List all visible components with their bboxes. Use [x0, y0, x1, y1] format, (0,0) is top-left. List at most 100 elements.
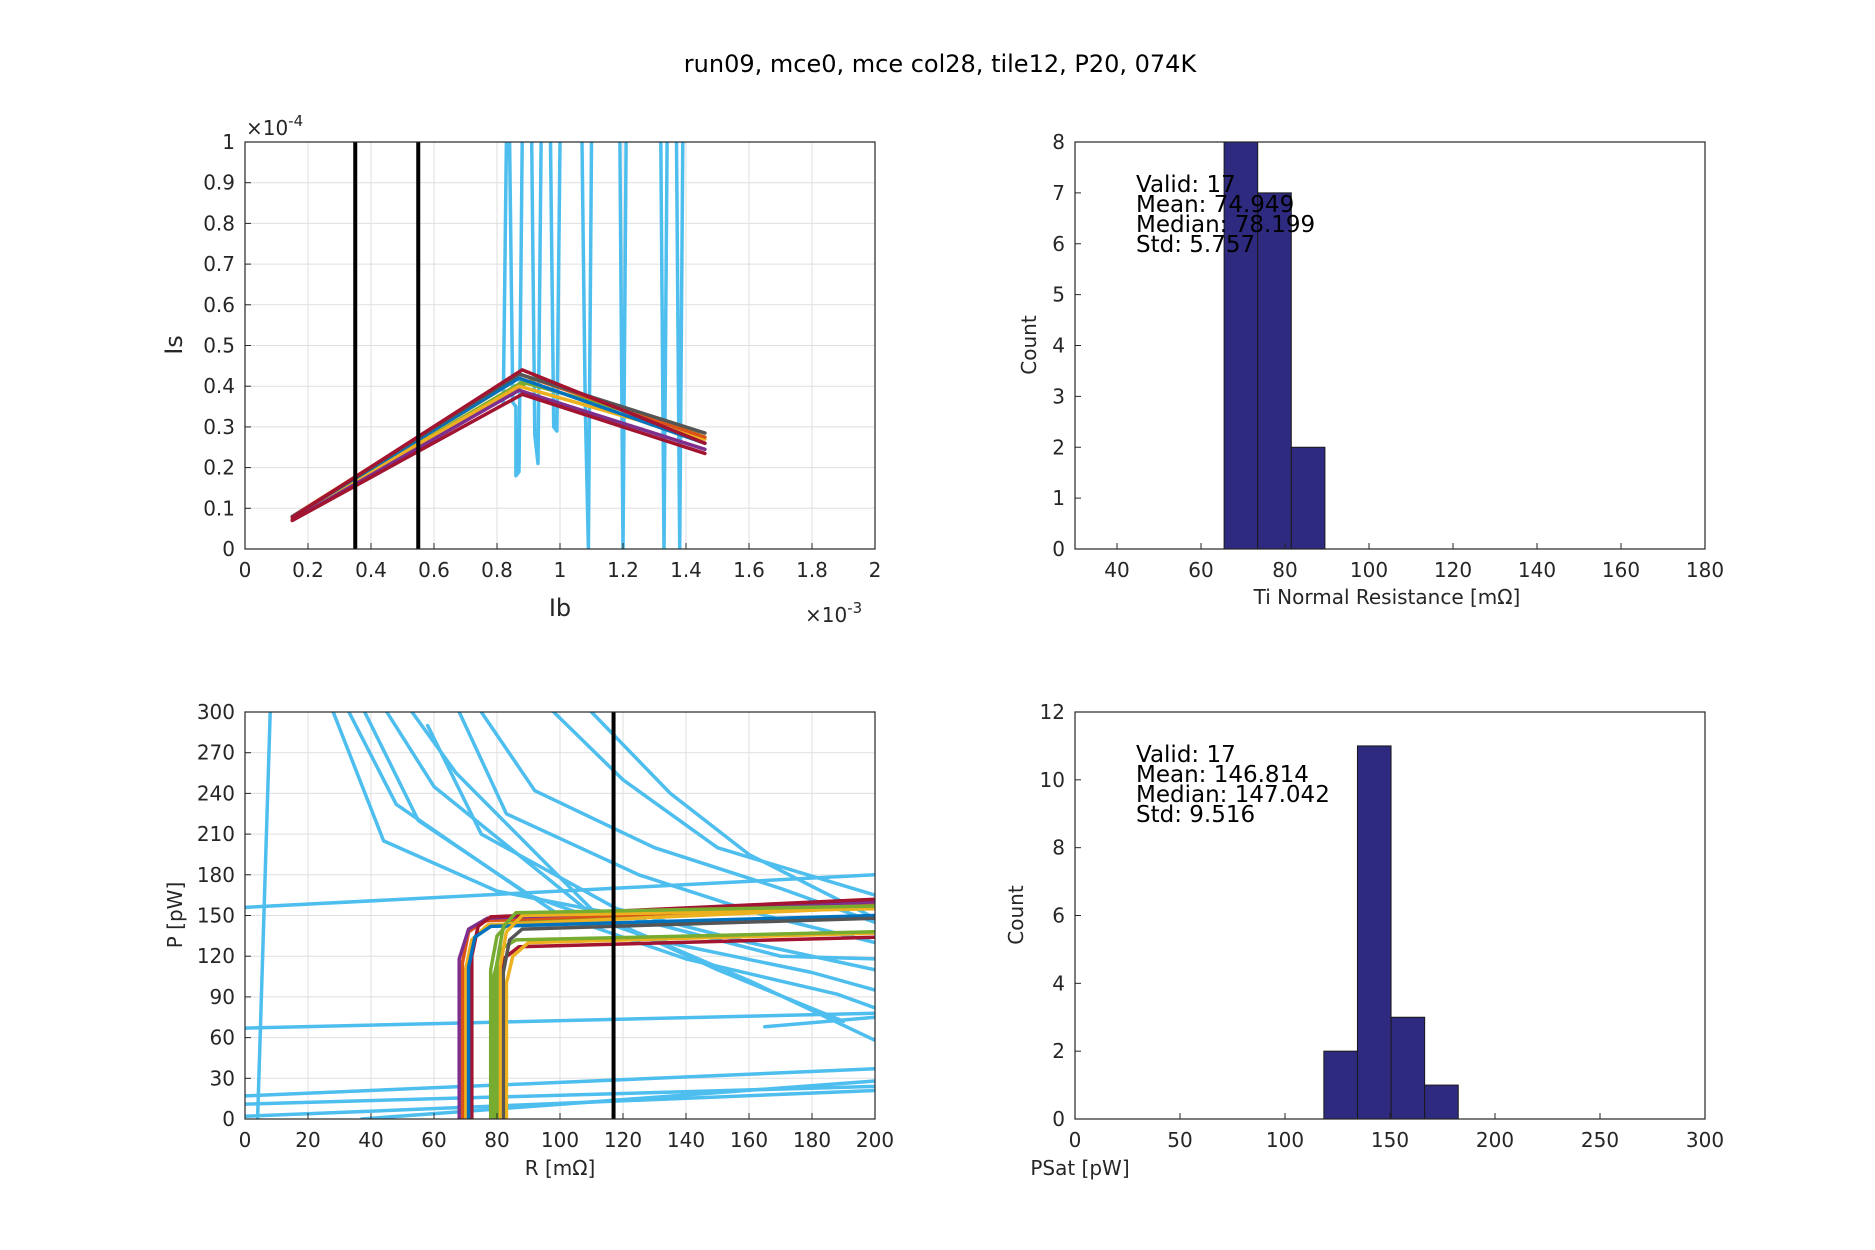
- x-tick-label-9: 180: [793, 1128, 831, 1152]
- iv-curve-plot: 0 0.2 0.4 0.6 0.8 1 1.2 1.4 1.6 1.8 2 0 0.1 0.2 0.3 0.…: [160, 112, 881, 627]
- x-tick-label-9: 1.8: [796, 558, 828, 582]
- rn-y-axis-label: Count: [1017, 315, 1041, 375]
- iv-series-line-3: [580, 142, 594, 549]
- x-tick-label-7: 140: [667, 1128, 705, 1152]
- y-tick-label-8: 0.8: [203, 211, 235, 235]
- hist-rn-bar-1: [1257, 192, 1292, 550]
- x-tick-label-7: 180: [1686, 558, 1724, 582]
- x-tick-label-2: 80: [1272, 558, 1297, 582]
- x-tick-label-3: 0.6: [418, 558, 450, 582]
- pr-series-line-1: [245, 873, 875, 910]
- pr-series-line-0: [255, 712, 272, 1119]
- psat-x-axis-label: PSat [pW]: [1030, 1156, 1129, 1180]
- y-tick-label-6: 0.6: [203, 293, 235, 317]
- rn-y-ticks: 0 1 2 3 4 5 6 7 8: [1052, 130, 1081, 561]
- rn-histogram: 40 60 80 100 120 140 160 180 0 1 2 3 4 5 6 7 8 Valid: 1…: [1017, 130, 1724, 609]
- x-tick-label-4: 200: [1476, 1128, 1514, 1152]
- y-tick-label-4: 4: [1052, 334, 1065, 358]
- y-tick-label-2: 4: [1052, 971, 1065, 995]
- y-tick-label-8: 8: [1052, 130, 1065, 154]
- pr-series-line-2: [245, 1011, 875, 1030]
- y-tick-label-8: 240: [197, 781, 235, 805]
- x-tick-label-5: 100: [541, 1128, 579, 1152]
- rn-stat-valid: Valid: 17: [1136, 172, 1236, 198]
- x-tick-label-0: 0: [239, 1128, 252, 1152]
- iv-markers: [353, 142, 421, 549]
- psat-x-ticks: 0 50 100 150 200 250 300: [1069, 1113, 1724, 1152]
- pr-x-axis-label: R [mΩ]: [525, 1156, 596, 1180]
- y-tick-label-5: 0.5: [203, 334, 235, 358]
- y-tick-label-0: 0: [1052, 1107, 1065, 1131]
- rn-stat-mean: Mean: 74.949: [1136, 192, 1294, 218]
- iv-series-line-16: [290, 368, 707, 520]
- x-tick-label-10: 2: [869, 558, 882, 582]
- hist-psat-bar-2: [1390, 1016, 1426, 1120]
- y-tick-label-6: 180: [197, 863, 235, 887]
- iv-y-exponent: ×10-4: [246, 112, 303, 140]
- x-tick-label-0: 0: [1069, 1128, 1082, 1152]
- x-tick-label-10: 200: [856, 1128, 894, 1152]
- x-tick-label-1: 60: [1188, 558, 1213, 582]
- y-tick-label-3: 3: [1052, 384, 1065, 408]
- y-tick-label-4: 8: [1052, 836, 1065, 860]
- y-tick-label-4: 0.4: [203, 374, 235, 398]
- x-tick-label-1: 0.2: [292, 558, 324, 582]
- hist-rn-bar-2: [1290, 446, 1326, 550]
- y-tick-label-1: 30: [210, 1066, 235, 1090]
- iv-series-line-15: [290, 392, 707, 523]
- x-tick-label-3: 60: [421, 1128, 446, 1152]
- pr-series-line-15: [551, 712, 875, 897]
- pr-series-line-22: [463, 905, 875, 1119]
- psat-stat-std: Std: 9.516: [1136, 802, 1255, 828]
- x-tick-label-0: 40: [1104, 558, 1129, 582]
- y-tick-label-0: 0: [222, 1107, 235, 1131]
- x-tick-label-1: 20: [295, 1128, 320, 1152]
- y-tick-label-5: 10: [1040, 768, 1065, 792]
- pr-series-line-6: [359, 1079, 875, 1119]
- psat-stat-median: Median: 147.042: [1136, 782, 1330, 808]
- psat-histogram: 0 50 100 150 200 250 300 0 2 4 6 8 10 12 Valid: 17 M…: [1004, 700, 1724, 1180]
- y-tick-label-5: 150: [197, 904, 235, 928]
- y-tick-label-5: 5: [1052, 283, 1065, 307]
- pr-x-ticks: 0 20 40 60 80 100 120 140 160 180 200: [239, 1113, 894, 1152]
- x-tick-label-8: 1.6: [733, 558, 765, 582]
- x-tick-label-3: 150: [1371, 1128, 1409, 1152]
- y-tick-label-2: 60: [210, 1026, 235, 1050]
- psat-stats-box: Valid: 17 Mean: 146.814 Median: 147.042 …: [1136, 742, 1330, 828]
- y-tick-label-6: 12: [1040, 700, 1065, 724]
- psat-y-ticks: 0 2 4 6 8 10 12: [1040, 700, 1081, 1131]
- rn-stat-median: Median: 78.199: [1136, 212, 1315, 238]
- y-tick-label-9: 0.9: [203, 171, 235, 195]
- y-tick-label-10: 300: [197, 700, 235, 724]
- x-tick-label-6: 1.2: [607, 558, 639, 582]
- y-tick-label-3: 90: [210, 985, 235, 1009]
- y-tick-label-3: 0.3: [203, 415, 235, 439]
- pr-series-line-12: [425, 723, 875, 972]
- iv-series-line-0: [501, 142, 524, 478]
- iv-x-axis-label: Ib: [549, 594, 571, 622]
- rn-stats-box: Valid: 17 Mean: 74.949 Median: 78.199 St…: [1136, 172, 1315, 258]
- iv-series-line-2: [548, 142, 562, 433]
- y-tick-label-1: 1: [1052, 486, 1065, 510]
- pr-series-line-27: [501, 916, 875, 1119]
- pr-series-line-7: [331, 712, 875, 961]
- x-tick-label-5: 250: [1581, 1128, 1619, 1152]
- pr-y-ticks: 0 30 60 90 120 150 180 210 240 270 300: [197, 700, 251, 1131]
- x-tick-label-3: 100: [1350, 558, 1388, 582]
- pr-series-line-29: [495, 904, 875, 1119]
- x-tick-label-4: 80: [484, 1128, 509, 1152]
- y-tick-label-0: 0: [222, 537, 235, 561]
- psat-bars: [1323, 745, 1459, 1120]
- x-tick-label-8: 160: [730, 1128, 768, 1152]
- iv-series-line-4: [618, 142, 628, 549]
- hist-psat-bar-0: [1323, 1050, 1358, 1120]
- iv-y-ticks: 0 0.1 0.2 0.3 0.4 0.5 0.6 0.7 0.8 0.9 1: [203, 130, 251, 561]
- x-tick-label-4: 120: [1434, 558, 1472, 582]
- x-tick-label-2: 0.4: [355, 558, 387, 582]
- hist-psat-bar-1: [1356, 745, 1392, 1120]
- pr-series-line-16: [589, 712, 875, 920]
- rn-bars: [1223, 141, 1326, 550]
- x-tick-label-0: 0: [239, 558, 252, 582]
- x-tick-label-4: 0.8: [481, 558, 513, 582]
